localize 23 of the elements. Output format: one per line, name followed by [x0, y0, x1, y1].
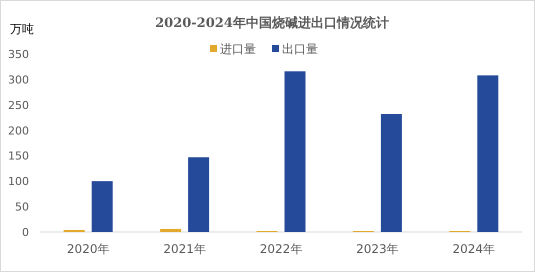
bar — [284, 71, 306, 232]
y-tick-label: 200 — [8, 124, 29, 138]
bar — [380, 114, 402, 232]
y-tick-label: 300 — [8, 73, 29, 86]
chart-title: 2020-2024年中国烧碱进出口情况统计 — [155, 15, 389, 31]
y-axis-title: 万吨 — [10, 22, 34, 36]
legend-label: 出口量 — [282, 42, 318, 56]
x-tick-label: 2022年 — [260, 242, 302, 256]
x-tick-label: 2023年 — [356, 242, 399, 256]
y-tick-label: 50 — [15, 200, 29, 214]
y-tick-label: 150 — [8, 150, 29, 163]
bar — [160, 228, 182, 232]
y-tick-label: 0 — [22, 226, 29, 239]
y-tick-label: 350 — [8, 48, 29, 61]
x-tick-label: 2020年 — [66, 242, 110, 256]
y-tick-label: 100 — [8, 175, 29, 188]
x-tick-label: 2021年 — [163, 242, 206, 256]
legend-label: 进口量 — [220, 42, 256, 56]
bar — [477, 75, 498, 232]
y-tick-label: 250 — [8, 98, 29, 112]
bar — [188, 157, 210, 232]
bar — [92, 181, 113, 232]
x-tick-label: 2024年 — [452, 242, 496, 256]
